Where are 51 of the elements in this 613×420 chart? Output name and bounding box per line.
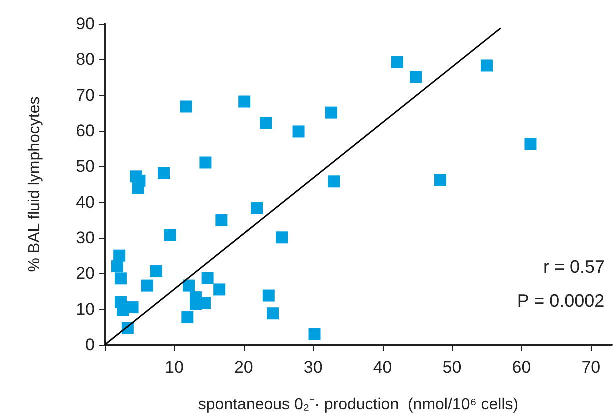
- point: [434, 174, 446, 186]
- x-tick-label: 20: [234, 358, 254, 377]
- point: [114, 272, 127, 285]
- annotation: P = 0.0002: [517, 291, 605, 311]
- point: [238, 96, 251, 108]
- point: [112, 260, 124, 273]
- point: [200, 156, 212, 169]
- point: [391, 56, 404, 68]
- point: [328, 176, 340, 188]
- y-tick-label: 70: [76, 86, 95, 105]
- point: [180, 100, 192, 113]
- x-tick-label: 60: [512, 358, 532, 377]
- point: [267, 308, 280, 320]
- point: [126, 302, 139, 314]
- y-tick-label: 80: [76, 50, 95, 70]
- point: [276, 232, 288, 244]
- y-tick-label: 40: [76, 192, 95, 212]
- point: [480, 60, 493, 72]
- point: [183, 280, 196, 292]
- point: [292, 126, 305, 138]
- y-tick-label: 90: [76, 14, 95, 34]
- point: [164, 230, 176, 242]
- point: [158, 167, 170, 180]
- point: [262, 290, 275, 302]
- y-tick-label: 60: [76, 122, 95, 140]
- point: [325, 106, 338, 119]
- point: [216, 214, 228, 227]
- annotation: r = 0.57: [543, 257, 606, 277]
- x-tick-label: 70: [582, 358, 601, 377]
- x-tick-label: 50: [442, 358, 462, 377]
- point: [308, 328, 321, 340]
- x-axis-title: spontaneous 0₂⁻· production (nmol/10⁶ cells): [198, 396, 519, 414]
- y-tick-label: 50: [76, 157, 95, 176]
- point: [410, 71, 422, 84]
- point: [260, 118, 272, 130]
- point: [202, 272, 214, 284]
- point: [132, 182, 144, 194]
- point: [524, 138, 537, 150]
- point: [251, 202, 264, 214]
- point: [214, 284, 226, 296]
- x-tick-label: 10: [164, 358, 184, 377]
- point: [182, 312, 194, 324]
- y-tick-label: 0: [86, 336, 95, 354]
- point: [150, 266, 162, 278]
- x-tick-label: 40: [373, 358, 392, 377]
- y-tick-label: 20: [76, 264, 95, 284]
- y-tick-label: 10: [76, 300, 95, 319]
- y-tick-label: 30: [76, 228, 95, 248]
- x-tick-label: 30: [304, 358, 323, 377]
- point: [141, 280, 154, 292]
- y-axis-title: % BAL fluid lymphocytes: [26, 96, 44, 272]
